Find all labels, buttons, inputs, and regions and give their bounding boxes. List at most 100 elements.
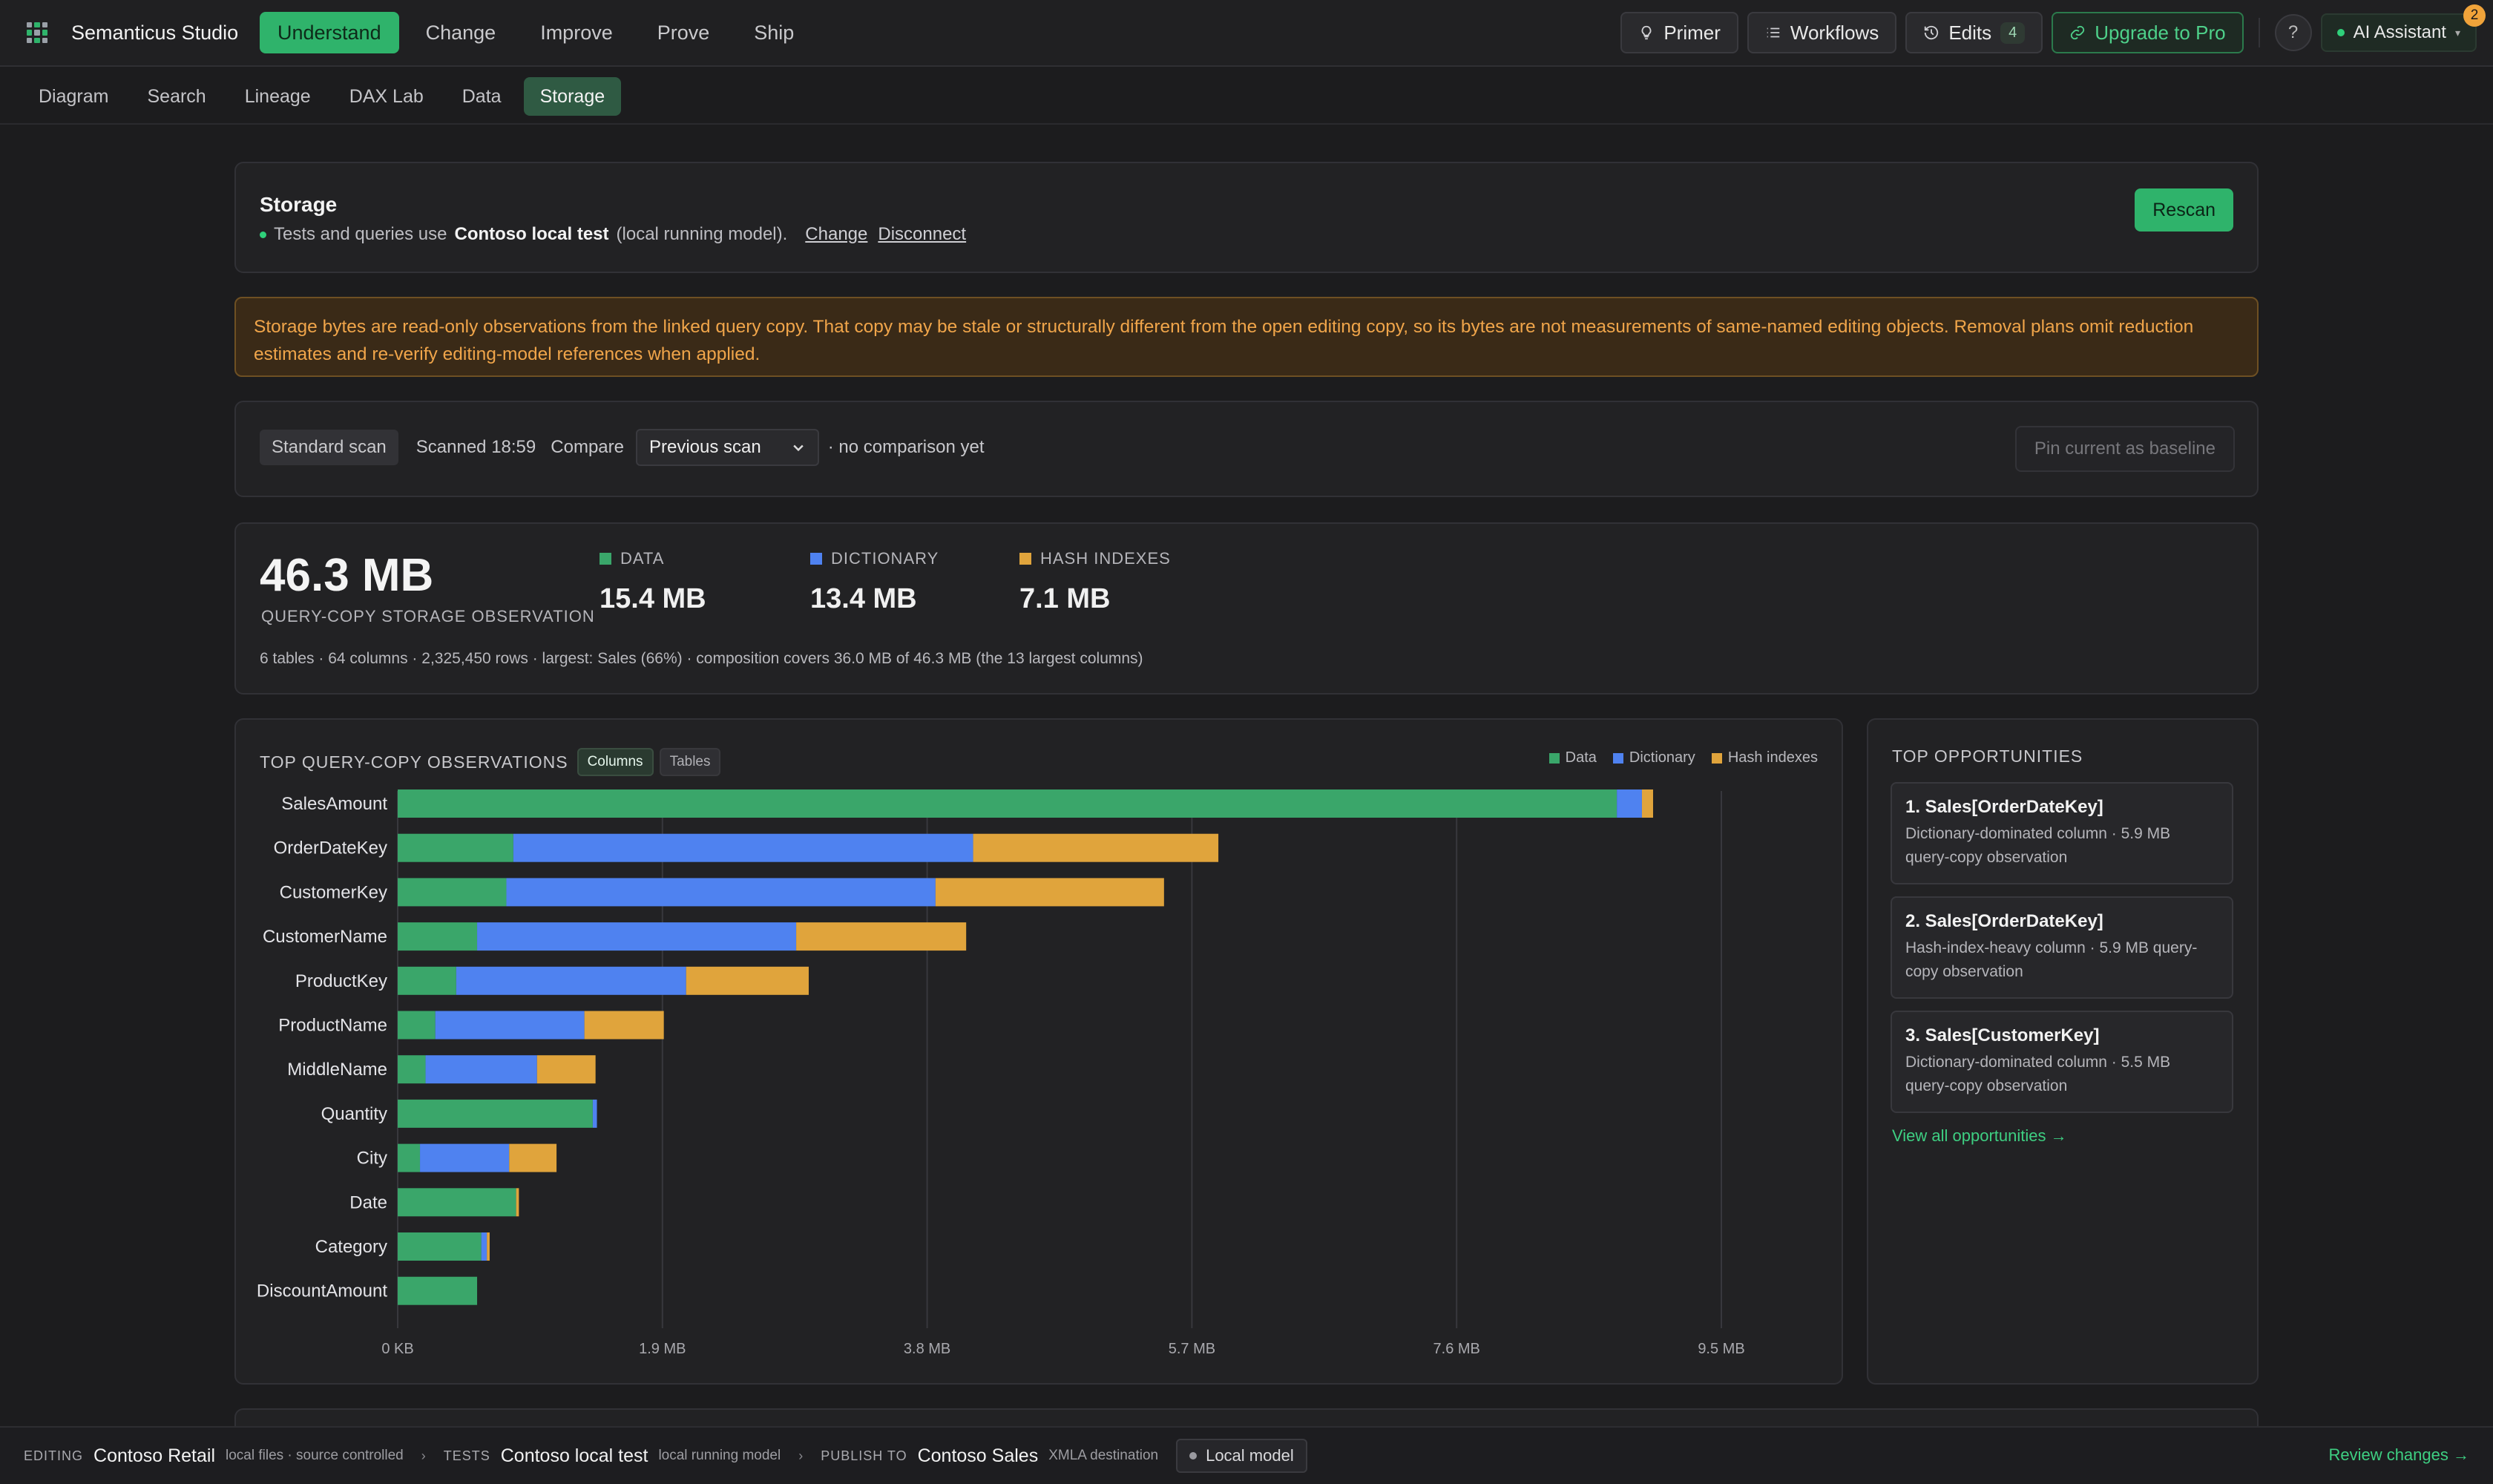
ai-assistant-button[interactable]: AI Assistant ▾ 2 xyxy=(2320,4,2486,52)
editing-value: Contoso Retail xyxy=(93,1445,215,1466)
nav-tab-improve[interactable]: Improve xyxy=(540,21,613,44)
subtab-lineage[interactable]: Lineage xyxy=(244,85,311,107)
disconnect-link[interactable]: Disconnect xyxy=(878,224,967,244)
comparison-note: · no comparison yet xyxy=(827,437,985,457)
category-label: CustomerName xyxy=(263,927,387,947)
bar-segment-data xyxy=(398,1055,426,1084)
category-label: DiscountAmount xyxy=(257,1281,387,1301)
history-icon xyxy=(1925,25,1939,40)
opportunity-title: 1. Sales[OrderDateKey] xyxy=(1905,797,2103,817)
chevron-right-icon: › xyxy=(798,1448,804,1463)
toggle-columns[interactable]: Columns xyxy=(577,748,654,776)
bar-segment-hash-indexes xyxy=(487,1232,490,1261)
bar-segment-dictionary xyxy=(506,878,936,907)
compare-label: Compare xyxy=(551,437,624,457)
edits-count-badge: 4 xyxy=(2000,22,2026,44)
tests-label: TESTS xyxy=(443,1448,490,1463)
upgrade-label: Upgrade to Pro xyxy=(2095,21,2226,44)
editing-label: EDITING xyxy=(24,1448,84,1463)
x-tick-label: 1.9 MB xyxy=(639,1341,686,1357)
legend-item-dictionary: Dictionary xyxy=(1612,749,1695,766)
workflows-button[interactable]: Workflows xyxy=(1747,12,1897,53)
connected-dot-icon xyxy=(260,231,266,238)
change-connection-link[interactable]: Change xyxy=(805,224,868,244)
opportunity-title: 2. Sales[OrderDateKey] xyxy=(1905,911,2103,931)
x-tick-label: 5.7 MB xyxy=(1169,1341,1215,1357)
bar-segment-dictionary xyxy=(456,966,686,995)
storage-card: Storage Tests and queries use Contoso lo… xyxy=(234,162,2259,273)
subtab-data[interactable]: Data xyxy=(462,85,502,107)
chart-card: 0 KB 1.9 MB 3.8 MB 5.7 MB 7.6 MB 9.5 MB SalesA… xyxy=(234,718,1843,1385)
dictionary-swatch-icon xyxy=(810,553,822,565)
nav-tab-understand[interactable]: Understand xyxy=(260,12,399,53)
app-title: Semanticus Studio xyxy=(71,22,239,44)
view-all-opportunities-link[interactable]: View all opportunities → xyxy=(1892,1126,2067,1145)
subtab-dax-lab[interactable]: DAX Lab xyxy=(349,85,424,107)
legend-item-hash: Hash indexes xyxy=(1711,749,1818,766)
opportunity-item[interactable]: 1. Sales[OrderDateKey] Dictionary-domina… xyxy=(1891,782,2233,884)
scan-card: Standard scan Scanned 18:59 Compare Prev… xyxy=(234,401,2259,497)
chart-title: TOP QUERY-COPY OBSERVATIONS xyxy=(260,752,568,772)
category-label: ProductKey xyxy=(295,971,387,991)
bar-segment-hash-indexes xyxy=(973,833,1219,862)
review-changes-link[interactable]: Review changes → xyxy=(2328,1445,2469,1464)
connection-model-name: Contoso local test xyxy=(454,224,609,244)
metric-dictionary-value: 13.4 MB xyxy=(810,583,917,614)
compare-select[interactable]: Previous scan xyxy=(635,429,819,466)
opportunities-card: TOP OPPORTUNITIES 1. Sales[OrderDateKey]… xyxy=(1867,718,2259,1385)
chevron-down-icon xyxy=(793,444,804,452)
rescan-button[interactable]: Rescan xyxy=(2135,188,2233,232)
edits-button[interactable]: Edits 4 xyxy=(1905,12,2043,53)
metric-data-value: 15.4 MB xyxy=(600,583,706,614)
upgrade-button[interactable]: Upgrade to Pro xyxy=(2052,12,2244,53)
category-label: Quantity xyxy=(321,1104,387,1124)
main-nav: Understand Change Improve Prove Ship xyxy=(260,12,812,53)
opportunity-item[interactable]: 3. Sales[CustomerKey] Dictionary-dominat… xyxy=(1891,1011,2233,1113)
workflows-label: Workflows xyxy=(1790,21,1879,44)
metric-hash-label: HASH INDEXES xyxy=(1040,549,1171,568)
pin-baseline-button[interactable]: Pin current as baseline xyxy=(2014,426,2235,472)
nav-tab-ship[interactable]: Ship xyxy=(754,21,795,44)
opportunity-desc: Hash-index-heavy column · 5.9 MB query-c… xyxy=(1905,939,2198,980)
scan-type-chip: Standard scan xyxy=(260,430,398,465)
subtab-diagram[interactable]: Diagram xyxy=(39,85,109,107)
storage-connection-line: Tests and queries use Contoso local test… xyxy=(260,224,966,245)
tests-sub: local running model xyxy=(658,1448,781,1463)
local-model-chip[interactable]: Local model xyxy=(1176,1439,1307,1473)
bar-segment-data xyxy=(398,1188,516,1217)
bar-segment-hash-indexes xyxy=(935,878,1164,907)
category-label: OrderDateKey xyxy=(274,838,387,858)
chevron-right-icon: › xyxy=(421,1448,426,1463)
status-dot-icon xyxy=(2336,29,2345,36)
nav-tab-change[interactable]: Change xyxy=(425,21,496,44)
toolbar-divider xyxy=(2258,18,2260,47)
storage-bar-chart: 0 KB 1.9 MB 3.8 MB 5.7 MB 7.6 MB 9.5 MB SalesA… xyxy=(257,789,1745,1357)
connection-suffix: (local running model). xyxy=(616,224,788,244)
total-storage-label: QUERY-COPY STORAGE OBSERVATION xyxy=(261,607,595,626)
data-swatch-icon xyxy=(600,553,611,565)
legend-item-data: Data xyxy=(1548,749,1597,766)
subtab-search[interactable]: Search xyxy=(147,85,206,107)
bar-segment-dictionary xyxy=(477,922,797,951)
help-button[interactable]: ? xyxy=(2274,14,2312,51)
metric-hash-value: 7.1 MB xyxy=(1019,583,1111,614)
edits-label: Edits xyxy=(1948,21,1992,44)
bar-segment-data xyxy=(398,833,513,862)
bar-segment-data xyxy=(398,878,507,907)
primer-label: Primer xyxy=(1663,21,1721,44)
opportunities-title: TOP OPPORTUNITIES xyxy=(1892,746,2083,766)
sub-nav: Diagram Search Lineage DAX Lab Data Stor… xyxy=(0,68,2493,125)
subtab-storage[interactable]: Storage xyxy=(523,77,622,116)
opportunity-item[interactable]: 2. Sales[OrderDateKey] Hash-index-heavy … xyxy=(1891,896,2233,999)
toggle-tables[interactable]: Tables xyxy=(659,748,721,776)
publish-label: PUBLISH TO xyxy=(821,1448,907,1463)
bar-segment-data xyxy=(398,1099,593,1128)
app-logo-icon xyxy=(27,22,47,43)
metric-data-label: DATA xyxy=(620,549,665,568)
primer-button[interactable]: Primer xyxy=(1620,12,1738,53)
publish-value: Contoso Sales xyxy=(917,1445,1039,1466)
category-label: Date xyxy=(349,1192,387,1212)
local-model-label: Local model xyxy=(1206,1446,1294,1465)
nav-tab-prove[interactable]: Prove xyxy=(657,21,710,44)
x-tick-label: 7.6 MB xyxy=(1433,1341,1480,1357)
